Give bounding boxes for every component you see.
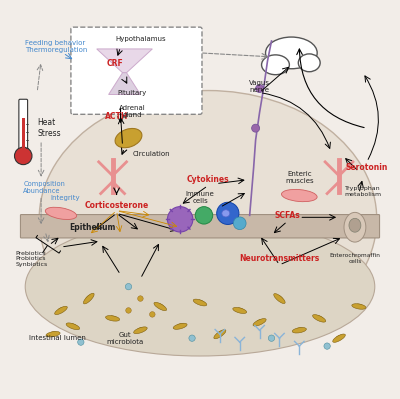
Circle shape xyxy=(195,207,213,224)
Circle shape xyxy=(189,335,195,342)
Circle shape xyxy=(125,284,132,290)
Circle shape xyxy=(126,308,131,313)
Ellipse shape xyxy=(25,217,375,356)
Ellipse shape xyxy=(274,294,285,304)
Text: Circulation: Circulation xyxy=(132,151,170,157)
Ellipse shape xyxy=(66,323,80,330)
Ellipse shape xyxy=(313,314,326,322)
Circle shape xyxy=(324,343,330,349)
Ellipse shape xyxy=(349,218,361,232)
Ellipse shape xyxy=(262,55,289,75)
Polygon shape xyxy=(97,49,152,73)
Ellipse shape xyxy=(282,190,317,201)
Circle shape xyxy=(138,296,143,301)
Ellipse shape xyxy=(344,212,366,242)
Text: Gut
microbiota: Gut microbiota xyxy=(106,332,143,345)
Ellipse shape xyxy=(46,332,60,337)
Text: Neurotransmitters: Neurotransmitters xyxy=(239,255,320,263)
Circle shape xyxy=(252,124,260,132)
Ellipse shape xyxy=(106,316,120,321)
Text: Hypothalamus: Hypothalamus xyxy=(115,36,166,42)
Text: Intestinal lumen: Intestinal lumen xyxy=(29,335,86,341)
Ellipse shape xyxy=(154,302,166,311)
Text: Vagus
nerve: Vagus nerve xyxy=(249,80,270,93)
Ellipse shape xyxy=(134,327,147,334)
Text: Immune
cells: Immune cells xyxy=(186,191,214,204)
Text: CRF: CRF xyxy=(106,59,123,69)
Text: ACTH: ACTH xyxy=(105,112,128,121)
Text: Integrity: Integrity xyxy=(50,195,80,201)
Circle shape xyxy=(268,335,275,342)
Circle shape xyxy=(78,339,84,345)
Text: Feeding behavior
Thermoregulation: Feeding behavior Thermoregulation xyxy=(25,40,88,53)
Bar xyxy=(22,118,25,156)
FancyBboxPatch shape xyxy=(19,99,28,157)
Text: Enterochromaffin
cells: Enterochromaffin cells xyxy=(330,253,380,264)
Text: Corticosterone: Corticosterone xyxy=(84,201,149,210)
Ellipse shape xyxy=(214,330,226,339)
Ellipse shape xyxy=(84,293,94,304)
FancyBboxPatch shape xyxy=(71,27,202,114)
Text: SCFAs: SCFAs xyxy=(274,211,300,220)
Ellipse shape xyxy=(193,299,207,306)
Text: Adrenal
gland: Adrenal gland xyxy=(119,105,146,118)
Ellipse shape xyxy=(352,304,366,309)
Ellipse shape xyxy=(298,54,320,72)
Polygon shape xyxy=(109,73,140,95)
Circle shape xyxy=(168,207,193,232)
Circle shape xyxy=(14,147,32,165)
Text: Tryptophan
metabolism: Tryptophan metabolism xyxy=(344,186,382,197)
Ellipse shape xyxy=(173,323,187,329)
Ellipse shape xyxy=(55,306,67,315)
Ellipse shape xyxy=(39,91,377,348)
FancyBboxPatch shape xyxy=(20,215,380,238)
Text: Enteric
muscles: Enteric muscles xyxy=(285,171,314,184)
Ellipse shape xyxy=(115,128,142,148)
Circle shape xyxy=(150,312,155,317)
Ellipse shape xyxy=(222,210,230,217)
Circle shape xyxy=(217,202,239,225)
Circle shape xyxy=(233,217,246,229)
Ellipse shape xyxy=(333,334,345,342)
Text: Cytokines: Cytokines xyxy=(187,175,229,184)
Ellipse shape xyxy=(266,37,317,69)
Ellipse shape xyxy=(45,207,77,219)
Text: Prebiotics
Probiotics
Synbiotics: Prebiotics Probiotics Synbiotics xyxy=(15,251,48,267)
Ellipse shape xyxy=(253,318,266,326)
Ellipse shape xyxy=(233,307,247,314)
Text: Serotonin: Serotonin xyxy=(346,163,388,172)
Text: Epithelium: Epithelium xyxy=(69,223,115,232)
Text: Pituitary: Pituitary xyxy=(118,89,147,95)
Ellipse shape xyxy=(292,328,306,333)
Text: Heat
Stress: Heat Stress xyxy=(37,119,61,138)
Text: Composition
Abundance: Composition Abundance xyxy=(23,181,65,194)
Circle shape xyxy=(256,85,264,93)
